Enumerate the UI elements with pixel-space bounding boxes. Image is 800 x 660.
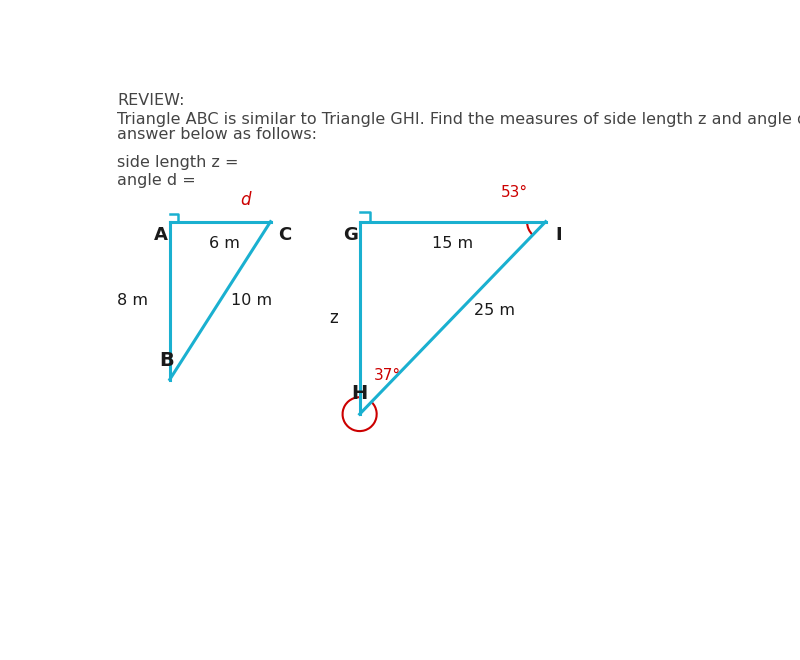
Text: 8 m: 8 m — [117, 293, 148, 308]
Text: 53°: 53° — [501, 185, 528, 200]
Text: 6 m: 6 m — [209, 236, 239, 251]
Text: G: G — [343, 226, 358, 244]
Text: REVIEW:: REVIEW: — [117, 93, 185, 108]
Text: C: C — [278, 226, 291, 244]
Text: d: d — [241, 191, 251, 209]
Text: 10 m: 10 m — [231, 293, 272, 308]
Text: B: B — [159, 351, 174, 370]
Text: answer below as follows:: answer below as follows: — [117, 127, 317, 142]
Text: 25 m: 25 m — [474, 303, 515, 317]
Text: angle d =: angle d = — [117, 173, 196, 188]
Text: 37°: 37° — [374, 368, 401, 383]
Text: side length z =: side length z = — [117, 154, 238, 170]
Text: z: z — [329, 309, 338, 327]
Text: 15 m: 15 m — [432, 236, 473, 251]
Text: A: A — [154, 226, 167, 244]
Text: H: H — [351, 384, 368, 403]
Text: Triangle ABC is similar to Triangle GHI. Find the measures of side length z and : Triangle ABC is similar to Triangle GHI.… — [117, 112, 800, 127]
Text: I: I — [555, 226, 562, 244]
